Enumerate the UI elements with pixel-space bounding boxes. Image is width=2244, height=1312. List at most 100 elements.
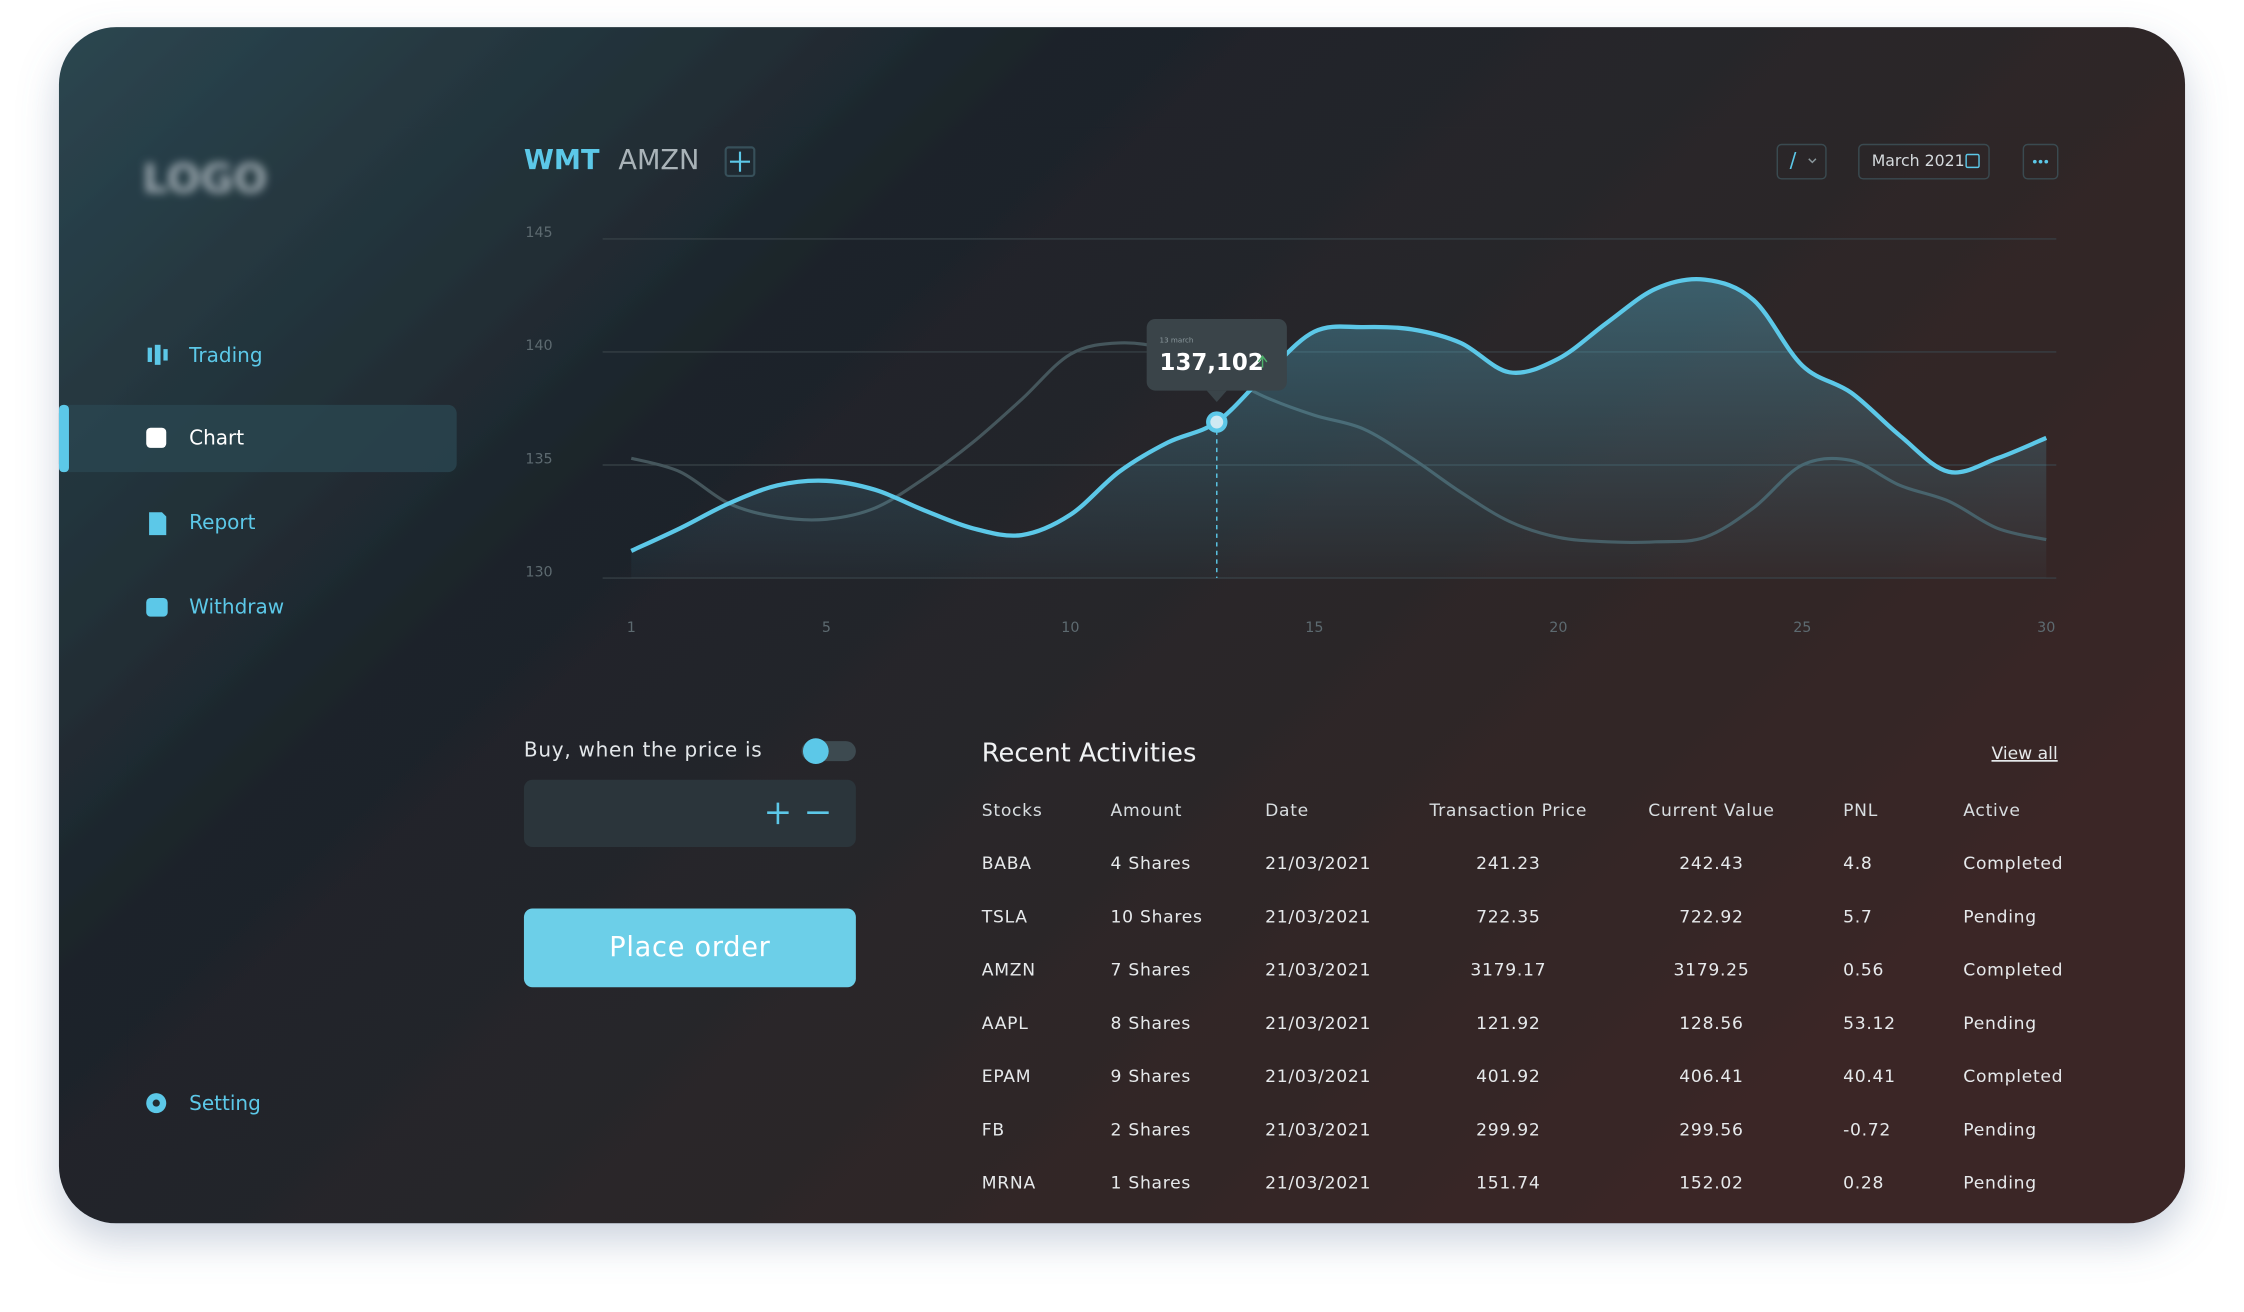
setting[interactable]: Setting	[189, 1091, 261, 1115]
draw-icon: /	[1790, 148, 1797, 172]
cell: 4 Shares	[1111, 854, 1192, 874]
tab[interactable]: WMT	[524, 145, 600, 176]
cell: 3179.25	[1673, 961, 1749, 981]
cell: 4.8	[1843, 854, 1872, 874]
cell: 5.7	[1843, 907, 1872, 927]
tooltip-date: 13 march	[1160, 335, 1194, 344]
menu-item[interactable]: Chart	[189, 426, 244, 450]
cell: Completed	[1963, 1067, 2063, 1087]
y-tick-label: 145	[525, 225, 552, 241]
cell: AAPL	[982, 1014, 1029, 1034]
x-tick-label: 30	[2037, 620, 2055, 636]
cell: 21/03/2021	[1265, 854, 1371, 874]
cell: -0.72	[1843, 1120, 1891, 1140]
cell: MRNA	[982, 1174, 1036, 1194]
cell: Pending	[1963, 1174, 2037, 1194]
logo: LOGO	[142, 157, 267, 203]
active-menu-bg	[58, 404, 457, 473]
cell: AMZN	[982, 961, 1036, 981]
stepper[interactable]	[767, 802, 829, 825]
cell: 121.92	[1476, 1014, 1540, 1034]
card	[58, 27, 2186, 1224]
cell: EPAM	[982, 1067, 1032, 1087]
cell: Pending	[1963, 1120, 2037, 1140]
cell: 406.41	[1679, 1067, 1743, 1087]
place-order-button[interactable]	[523, 908, 856, 988]
cell: Pending	[1963, 907, 2037, 927]
column-header: Date	[1265, 801, 1309, 821]
price-input[interactable]	[523, 779, 856, 848]
cell: 722.35	[1476, 907, 1540, 927]
chevron	[1808, 158, 1817, 164]
cell: 53.12	[1843, 1014, 1896, 1034]
section-title: Recent Activities	[982, 739, 1197, 769]
active-indicator	[58, 404, 69, 473]
column-header: Current Value	[1648, 801, 1774, 821]
cell: 9 Shares	[1111, 1067, 1192, 1087]
date-picker[interactable]	[1858, 143, 1990, 180]
cell: 40.41	[1843, 1067, 1896, 1087]
tooltip-value: 137,102	[1160, 350, 1264, 376]
cell: Completed	[1963, 854, 2063, 874]
cell: 152.02	[1679, 1174, 1743, 1194]
tab[interactable]: AMZN	[618, 145, 699, 176]
cell: 21/03/2021	[1265, 961, 1371, 981]
highlight-point	[1206, 411, 1228, 433]
cell: 0.28	[1843, 1174, 1884, 1194]
draw-button[interactable]	[1776, 143, 1827, 180]
more-button[interactable]	[2022, 143, 2059, 180]
cell: BABA	[982, 854, 1032, 874]
cell: 21/03/2021	[1265, 1067, 1371, 1087]
cell: 401.92	[1476, 1067, 1540, 1087]
y-tick-label: 135	[525, 451, 552, 467]
cell: TSLA	[981, 907, 1028, 927]
tooltip	[1146, 319, 1287, 391]
cell: 722.92	[1679, 907, 1743, 927]
order-label: Buy, when the price is	[524, 738, 763, 762]
tooltip-arrow	[1206, 390, 1227, 403]
cell: 1 Shares	[1111, 1174, 1192, 1194]
cell: 242.43	[1679, 854, 1743, 874]
cell: 7 Shares	[1111, 961, 1192, 981]
cell: 21/03/2021	[1265, 1014, 1371, 1034]
line	[630, 277, 2048, 553]
up-icon	[1257, 355, 1268, 368]
cell: 8 Shares	[1111, 1014, 1192, 1034]
area	[631, 279, 2047, 579]
view-all[interactable]: View all	[1991, 744, 2057, 764]
cell: 0.56	[1843, 961, 1884, 981]
y-tick-label: 140	[525, 338, 552, 354]
menu-item[interactable]: Withdraw	[189, 595, 284, 619]
cell: 21/03/2021	[1265, 907, 1371, 927]
menu-item[interactable]: Report	[189, 510, 256, 534]
cell: 241.23	[1476, 854, 1540, 874]
cell: 299.92	[1476, 1120, 1540, 1140]
x-tick-label: 10	[1061, 620, 1079, 636]
column-header: Amount	[1111, 801, 1183, 821]
calendar-icon	[1965, 153, 1980, 169]
dots	[2032, 159, 2049, 164]
x-tick-label: 20	[1549, 620, 1567, 636]
column-header: PNL	[1843, 801, 1878, 821]
menu-item[interactable]: Trading	[188, 343, 262, 367]
column-header: Transaction Price	[1428, 801, 1587, 821]
button-label: Place order	[609, 932, 770, 963]
cell: FB	[982, 1120, 1005, 1140]
cell: 3179.17	[1470, 961, 1546, 981]
cell: 2 Shares	[1111, 1120, 1192, 1140]
cell: 21/03/2021	[1265, 1120, 1371, 1140]
x-tick-label: 15	[1305, 620, 1323, 636]
column-header: Stocks	[982, 801, 1043, 821]
x-tick-label: 1	[627, 620, 636, 636]
y-tick-label: 130	[525, 564, 552, 580]
x-tick-label: 25	[1793, 620, 1811, 636]
cell: 299.56	[1679, 1120, 1743, 1140]
date-label: March 2021	[1872, 151, 1965, 170]
menu-icons	[146, 344, 168, 1114]
cell: 10 Shares	[1111, 907, 1203, 927]
add-tab[interactable]	[724, 146, 756, 178]
table: Stocks Amount Date Transaction Price Current…	[981, 801, 2063, 1194]
